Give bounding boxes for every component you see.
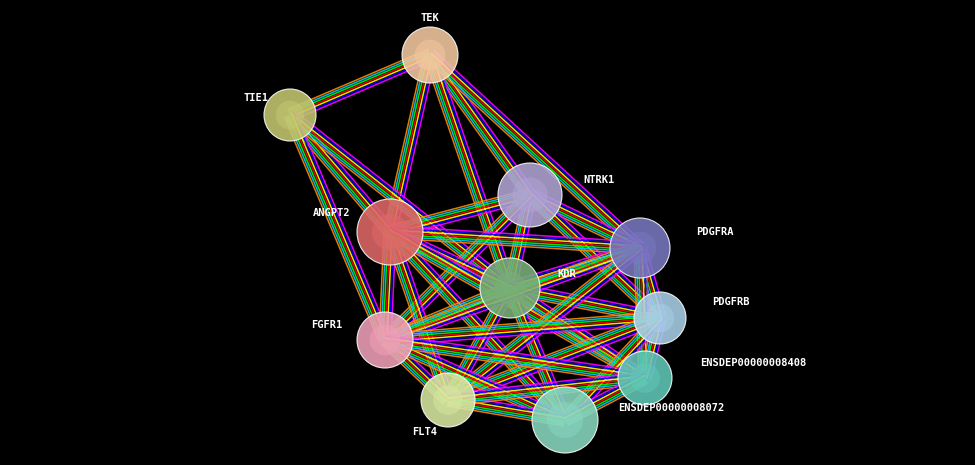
Circle shape bbox=[421, 373, 475, 427]
Text: PDGFRB: PDGFRB bbox=[712, 297, 750, 307]
Circle shape bbox=[645, 304, 675, 332]
Circle shape bbox=[618, 351, 672, 405]
Circle shape bbox=[264, 89, 316, 141]
Circle shape bbox=[276, 101, 304, 129]
Circle shape bbox=[498, 163, 562, 227]
Circle shape bbox=[433, 385, 463, 415]
Text: TEK: TEK bbox=[420, 13, 440, 23]
Circle shape bbox=[634, 292, 686, 344]
Text: ANGPT2: ANGPT2 bbox=[313, 208, 350, 218]
Circle shape bbox=[623, 232, 656, 265]
Circle shape bbox=[513, 178, 548, 213]
Text: TIE1: TIE1 bbox=[243, 93, 268, 103]
Text: PDGFRA: PDGFRA bbox=[696, 227, 733, 237]
Circle shape bbox=[630, 363, 660, 393]
Circle shape bbox=[414, 40, 446, 70]
Text: ENSDEP00000008072: ENSDEP00000008072 bbox=[618, 403, 724, 413]
Circle shape bbox=[547, 402, 583, 438]
Circle shape bbox=[493, 272, 526, 305]
Circle shape bbox=[371, 214, 409, 250]
Text: KDR: KDR bbox=[557, 269, 576, 279]
Circle shape bbox=[357, 312, 413, 368]
Circle shape bbox=[532, 387, 598, 453]
Circle shape bbox=[610, 218, 670, 278]
Text: FGFR1: FGFR1 bbox=[311, 320, 342, 330]
Text: NTRK1: NTRK1 bbox=[583, 175, 614, 185]
Circle shape bbox=[480, 258, 540, 318]
Circle shape bbox=[357, 199, 423, 265]
Text: FLT4: FLT4 bbox=[412, 427, 438, 437]
Circle shape bbox=[370, 325, 401, 355]
Text: ENSDEP00000008408: ENSDEP00000008408 bbox=[700, 358, 806, 368]
Circle shape bbox=[402, 27, 458, 83]
